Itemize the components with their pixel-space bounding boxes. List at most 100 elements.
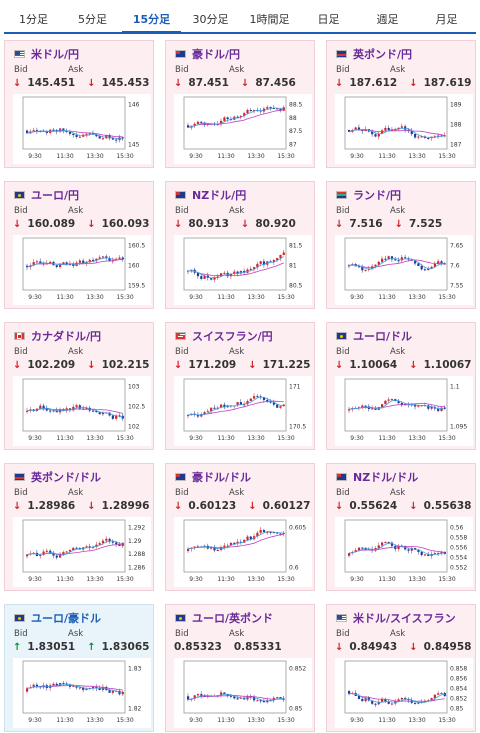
candle-body <box>400 257 403 261</box>
mini-chart[interactable]: 0.605 0.6 9:30 11:30 13:30 15:30 <box>174 517 312 587</box>
tab-5[interactable]: 日足 <box>317 13 340 26</box>
candle-body <box>229 273 233 277</box>
bid-label: Bid <box>336 347 350 357</box>
tab-3[interactable]: 30分足 <box>192 13 229 26</box>
candle-body <box>282 404 285 407</box>
pair-link[interactable]: NZドル/ドル <box>336 470 418 484</box>
x-tick-label: 13:30 <box>247 576 264 583</box>
candle-body <box>59 554 62 558</box>
tab-7[interactable]: 月足 <box>435 13 458 26</box>
ma-fast-line <box>348 399 445 410</box>
arrow-down-icon: ↓ <box>409 360 418 371</box>
candle-body <box>95 686 98 689</box>
bid-label: Bid <box>14 206 28 216</box>
x-tick-label: 15:30 <box>116 576 133 583</box>
bid-label: Bid <box>336 65 350 75</box>
y-tick-label: 0.556 <box>450 545 467 552</box>
candle-body <box>111 691 114 693</box>
mini-chart[interactable]: 171 170.5 9:30 11:30 13:30 15:30 <box>174 376 312 446</box>
candle-body <box>249 109 252 112</box>
candle-body <box>108 258 111 262</box>
pair-link[interactable]: 英ポンド/ドル <box>14 470 101 484</box>
bid-value: 7.516 <box>349 218 383 230</box>
mini-chart[interactable]: 1.292 1.29 1.288 1.286 9:30 11:30 13:30 15:30 <box>13 517 151 587</box>
pair-link[interactable]: 豪ドル/ドル <box>175 470 251 484</box>
mini-chart[interactable]: 146 145 9:30 11:30 13:30 15:30 <box>13 94 151 164</box>
tab-4[interactable]: 1時間足 <box>249 13 290 26</box>
bid-ask-labels: Bid Ask <box>175 347 283 357</box>
arrow-down-icon: ↓ <box>335 642 344 653</box>
rate-card: カナダドル/円 Bid Ask ↓ 102.209 ↓ 102.215 103 102.5 102… <box>4 322 154 450</box>
tab-2[interactable]: 15分足 <box>122 6 181 34</box>
pair-name: 英ポンド/円 <box>353 48 413 61</box>
candle-body <box>121 415 124 419</box>
mini-chart[interactable]: 0.852 0.85 9:30 11:30 13:30 15:30 <box>174 658 312 728</box>
pair-link[interactable]: ユーロ/円 <box>14 188 79 202</box>
pair-link[interactable]: ユーロ/ドル <box>336 329 412 343</box>
candle-body <box>236 271 239 274</box>
pair-name: 英ポンド/ドル <box>31 471 102 484</box>
candle-body <box>397 401 400 404</box>
pair-link[interactable]: カナダドル/円 <box>14 329 101 343</box>
y-tick-label: 160.5 <box>128 243 145 250</box>
tab-0[interactable]: 1分足 <box>19 13 48 26</box>
ma-fast-line <box>26 683 123 693</box>
candle-body <box>88 133 91 135</box>
prices: ↓ 80.913 ↓ 80.920 <box>174 218 308 230</box>
ask-label: Ask <box>68 347 84 357</box>
x-tick-label: 11:30 <box>378 153 395 160</box>
mini-chart[interactable]: 81.5 81 80.5 9:30 11:30 13:30 15:30 <box>174 235 312 305</box>
candle-body <box>437 261 440 264</box>
bid-label: Bid <box>336 629 350 639</box>
chart-plot-area <box>344 660 448 714</box>
candle-body <box>377 545 380 549</box>
candle-body <box>266 399 269 402</box>
candle-body <box>256 396 259 398</box>
arrow-down-icon: ↓ <box>13 501 22 512</box>
tab-1[interactable]: 5分足 <box>78 13 107 26</box>
bid-price: ↓ 0.60123 <box>174 500 242 512</box>
mini-chart[interactable]: 1.1 1.095 9:30 11:30 13:30 15:30 <box>335 376 473 446</box>
candle-body <box>200 694 203 696</box>
candle-body <box>52 553 55 556</box>
flag-icon <box>14 614 25 622</box>
mini-chart[interactable]: 0.858 0.856 0.854 0.852 0.85 9:30 11:30 13:30 15… <box>335 658 473 728</box>
candle-body <box>32 130 35 132</box>
ask-label: Ask <box>390 488 406 498</box>
candle-body <box>216 276 219 278</box>
bid-label: Bid <box>175 206 189 216</box>
pair-link[interactable]: スイスフラン/円 <box>175 329 273 343</box>
mini-chart[interactable]: 1.83 1.82 9:30 11:30 13:30 15:30 <box>13 658 151 728</box>
candle-body <box>420 266 423 270</box>
mini-chart[interactable]: 160.5 160 159.5 9:30 11:30 13:30 15:30 <box>13 235 151 305</box>
candle-body <box>200 276 203 279</box>
candle-body <box>239 116 242 118</box>
candle-body <box>348 130 351 132</box>
rate-card: 英ポンド/ドル Bid Ask ↓ 1.28986 ↓ 1.28996 1.292 1.29 1.… <box>4 463 154 591</box>
arrow-down-icon: ↓ <box>87 78 96 89</box>
candle-body <box>26 688 29 692</box>
candle-body <box>121 137 124 139</box>
pair-link[interactable]: 米ドル/円 <box>14 47 79 61</box>
pair-link[interactable]: ユーロ/豪ドル <box>14 611 101 625</box>
mini-chart[interactable]: 103 102.5 102 9:30 11:30 13:30 15:30 <box>13 376 151 446</box>
arrow-down-icon: ↓ <box>335 360 344 371</box>
arrow-up-icon: ↑ <box>13 642 22 653</box>
mini-chart[interactable]: 189 188 187 9:30 11:30 13:30 15:30 <box>335 94 473 164</box>
ask-value: 1.83065 <box>101 641 150 653</box>
x-tick-label: 11:30 <box>56 717 73 724</box>
candle-body <box>400 698 403 700</box>
candle-body <box>45 550 48 552</box>
pair-link[interactable]: ユーロ/英ポンド <box>175 611 273 625</box>
pair-link[interactable]: ランド/円 <box>336 188 401 202</box>
pair-link[interactable]: 豪ドル/円 <box>175 47 240 61</box>
pair-link[interactable]: 英ポンド/円 <box>336 47 412 61</box>
pair-link[interactable]: 米ドル/スイスフラン <box>336 611 456 625</box>
mini-chart[interactable]: 0.56 0.558 0.556 0.554 0.552 9:30 11:30 13:30 15… <box>335 517 473 587</box>
mini-chart[interactable]: 88.5 88 87.5 87 9:30 11:30 13:30 15:30 <box>174 94 312 164</box>
tab-6[interactable]: 週足 <box>376 13 399 26</box>
chart-plot-area <box>183 378 287 432</box>
y-tick-label: 1.1 <box>450 384 460 391</box>
pair-link[interactable]: NZドル/円 <box>175 188 246 202</box>
mini-chart[interactable]: 7.65 7.6 7.55 9:30 11:30 13:30 15:30 <box>335 235 473 305</box>
